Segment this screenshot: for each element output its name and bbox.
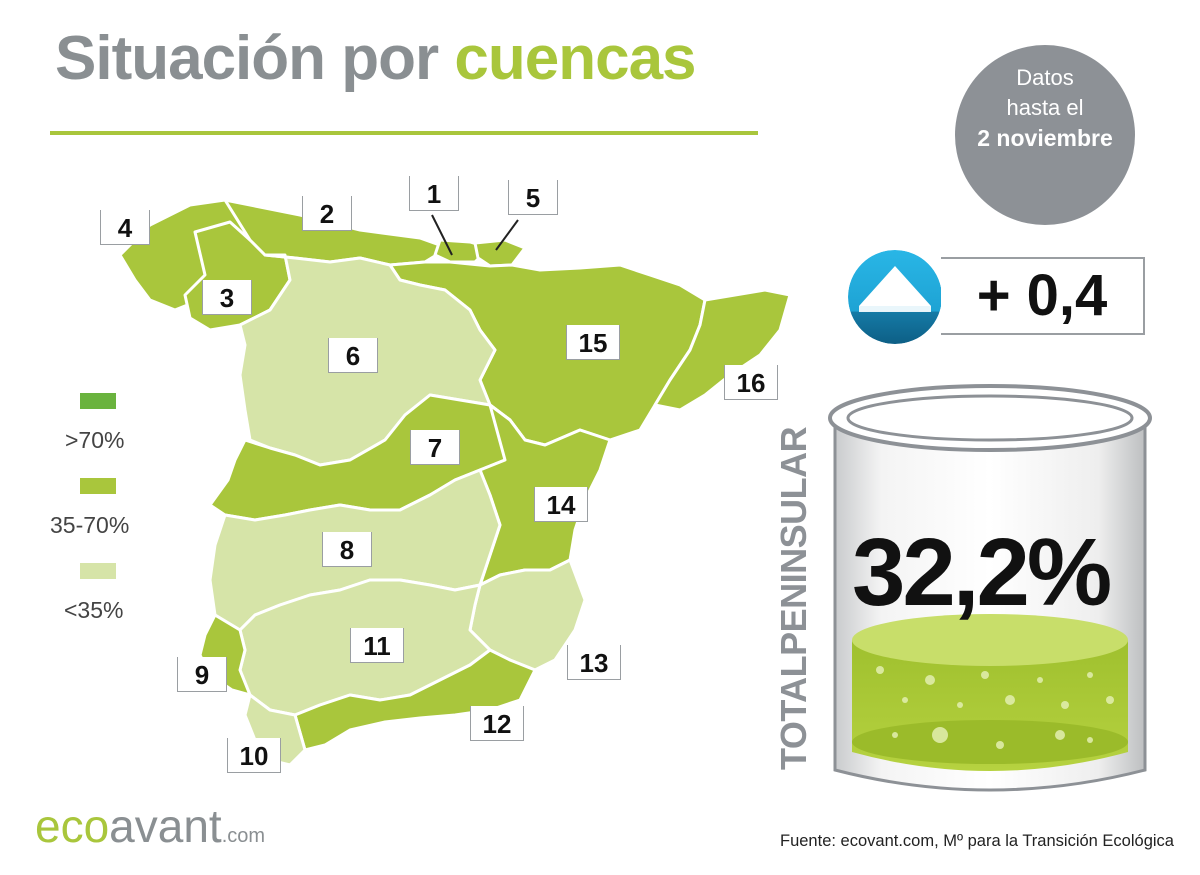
logo-eco: eco: [35, 800, 110, 852]
basin-label-1: 1: [409, 176, 459, 211]
basin-1-leader: [431, 214, 453, 256]
basin-label-7: 7: [410, 430, 460, 465]
basin-label-4: 4: [100, 210, 150, 245]
legend-swatch-high: [80, 393, 116, 409]
basin-5-leader: [495, 219, 519, 251]
basin-10-region: [243, 693, 307, 767]
total-peninsular-label: TOTALPENINSULAR: [773, 426, 814, 770]
title-underline: [50, 131, 758, 135]
legend-swatch-low: [80, 563, 116, 579]
logo-avant: avant: [109, 800, 222, 852]
page-title: Situación por cuencas: [55, 28, 697, 90]
date-badge: Datos hasta el 2 noviembre: [955, 45, 1135, 225]
basin-label-2: 2: [302, 196, 352, 231]
legend-label-mid: 35-70%: [50, 512, 130, 538]
basin-16-region: [653, 288, 792, 412]
title-part1: Situación por: [55, 24, 439, 93]
basin-label-14: 14: [534, 487, 588, 522]
basin-label-9: 9: [177, 657, 227, 692]
basin-label-8: 8: [322, 532, 372, 567]
logo-suffix: .com: [221, 825, 266, 847]
basin-12-region: [293, 648, 537, 752]
legend-label-low: <35%: [64, 597, 124, 623]
basin-label-3: 3: [202, 280, 252, 315]
date-badge-line1: Datos: [1016, 65, 1074, 90]
date-badge-line2: hasta el: [1006, 95, 1084, 120]
basin-label-15: 15: [566, 325, 620, 360]
date-badge-date: 2 noviembre: [977, 125, 1113, 151]
basin-label-12: 12: [470, 706, 524, 741]
ecoavant-logo: ecoavant.com: [35, 803, 265, 849]
source-note: Fuente: ecovant.com, Mº para la Transici…: [780, 832, 1174, 850]
up-arrow-icon: [848, 250, 942, 344]
basin-label-5: 5: [508, 180, 558, 215]
weekly-change-box: + 0,4: [941, 257, 1145, 335]
legend-swatch-mid: [80, 478, 116, 494]
basin-label-11: 11: [350, 628, 404, 663]
weekly-change-value: + 0,4: [976, 263, 1108, 328]
basin-label-6: 6: [328, 338, 378, 373]
basin-label-13: 13: [567, 645, 621, 680]
total-peninsular-value: 32,2%: [852, 519, 1112, 626]
title-part2: cuencas: [454, 24, 696, 93]
basin-label-16: 16: [724, 365, 778, 400]
basin-label-10: 10: [227, 738, 281, 773]
legend-label-high: >70%: [65, 427, 125, 453]
